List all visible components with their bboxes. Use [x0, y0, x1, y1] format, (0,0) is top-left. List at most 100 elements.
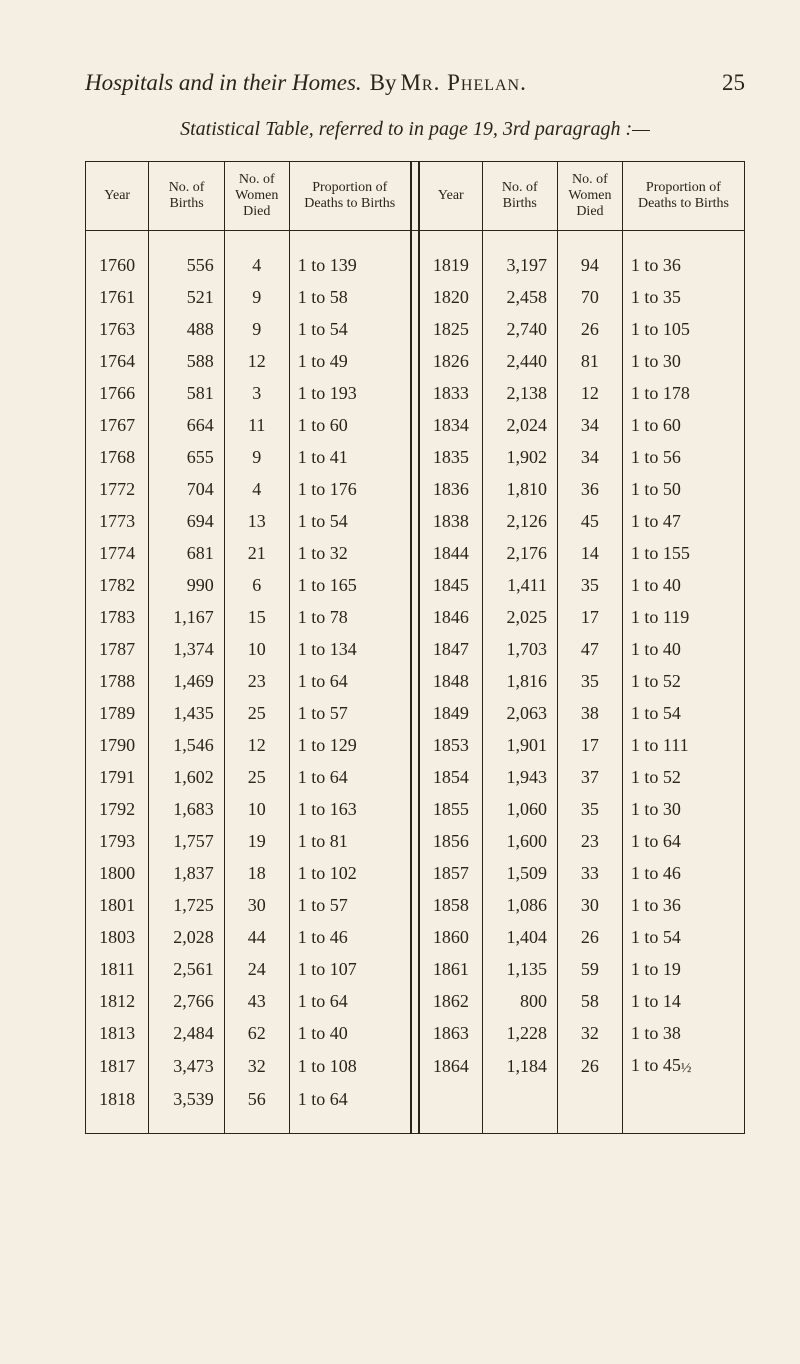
cell-year: 1812 — [86, 985, 149, 1017]
cell-year: 1818 — [86, 1083, 149, 1115]
cell-prop: 1 to 35 — [622, 281, 744, 313]
cell-births: 1,135 — [482, 953, 557, 985]
cell-died: 43 — [224, 985, 289, 1017]
cell-year: 1760 — [86, 249, 149, 281]
cell-prop: 1 to 54 — [289, 313, 411, 345]
table-row: 18132,484621 to 4018631,228321 to 38 — [86, 1017, 744, 1049]
cell-died: 12 — [557, 377, 622, 409]
cell-year: 1783 — [86, 601, 149, 633]
cell-year: 1863 — [419, 1017, 482, 1049]
cell-prop: 1 to 111 — [622, 729, 744, 761]
cell-died: 25 — [224, 697, 289, 729]
cell-separator — [411, 537, 419, 569]
table-row: 17891,435251 to 5718492,063381 to 54 — [86, 697, 744, 729]
cell-died: 33 — [557, 857, 622, 889]
cell-died: 15 — [224, 601, 289, 633]
cell-births: 1,374 — [149, 633, 224, 665]
cell-separator — [411, 281, 419, 313]
header-by: By — [370, 70, 397, 96]
cell-births: 2,766 — [149, 985, 224, 1017]
cell-year: 1768 — [86, 441, 149, 473]
cell-died: 25 — [224, 761, 289, 793]
table-row: 177270441 to 17618361,810361 to 50 — [86, 473, 744, 505]
cell-year: 1844 — [419, 537, 482, 569]
cell-separator — [411, 729, 419, 761]
col-year: Year — [86, 162, 149, 231]
cell-separator — [411, 249, 419, 281]
col-died: No. ofWomenDied — [224, 162, 289, 231]
cell-prop: 1 to 64 — [289, 761, 411, 793]
header-author: Mr. Phelan. — [400, 70, 526, 96]
cell-died: 26 — [557, 313, 622, 345]
cell-births: 1,683 — [149, 793, 224, 825]
cell-births: 2,126 — [482, 505, 557, 537]
cell-prop: 1 to 38 — [622, 1017, 744, 1049]
cell-prop: 1 to 81 — [289, 825, 411, 857]
cell-separator — [411, 377, 419, 409]
cell-births: 2,138 — [482, 377, 557, 409]
cell-year — [419, 1083, 482, 1115]
cell-died: 23 — [557, 825, 622, 857]
table-row: 1764588121 to 4918262,440811 to 30 — [86, 345, 744, 377]
cell-separator — [411, 409, 419, 441]
cell-prop: 1 to 64 — [289, 1083, 411, 1115]
cell-prop: 1 to 108 — [289, 1049, 411, 1083]
cell-prop: 1 to 40 — [622, 569, 744, 601]
cell-year: 1782 — [86, 569, 149, 601]
cell-died: 56 — [224, 1083, 289, 1115]
cell-separator — [411, 921, 419, 953]
col-died: No. ofWomenDied — [557, 162, 622, 231]
col-births: No. ofBirths — [149, 162, 224, 231]
cell-births: 1,902 — [482, 441, 557, 473]
cell-died: 62 — [224, 1017, 289, 1049]
cell-died: 94 — [557, 249, 622, 281]
table-row: 1774681211 to 3218442,176141 to 155 — [86, 537, 744, 569]
cell-year: 1774 — [86, 537, 149, 569]
cell-year: 1845 — [419, 569, 482, 601]
cell-died — [557, 1083, 622, 1115]
cell-births: 2,458 — [482, 281, 557, 313]
cell-prop: 1 to 41 — [289, 441, 411, 473]
cell-died: 12 — [224, 729, 289, 761]
running-header: Hospitals and in their Homes. By Mr. Phe… — [85, 70, 745, 96]
cell-births: 1,435 — [149, 697, 224, 729]
cell-prop: 1 to 139 — [289, 249, 411, 281]
cell-separator — [411, 793, 419, 825]
cell-births: 1,600 — [482, 825, 557, 857]
cell-died: 32 — [557, 1017, 622, 1049]
cell-births: 3,197 — [482, 249, 557, 281]
cell-births: 2,028 — [149, 921, 224, 953]
cell-year: 1800 — [86, 857, 149, 889]
cell-births — [482, 1083, 557, 1115]
cell-prop: 1 to 56 — [622, 441, 744, 473]
cell-separator — [411, 345, 419, 377]
cell-prop: 1 to 36 — [622, 889, 744, 921]
footer-gap — [86, 1115, 744, 1133]
table-row: 17921,683101 to 16318551,060351 to 30 — [86, 793, 744, 825]
cell-died: 11 — [224, 409, 289, 441]
cell-prop: 1 to 64 — [289, 985, 411, 1017]
table-row: 176152191 to 5818202,458701 to 35 — [86, 281, 744, 313]
cell-births: 1,469 — [149, 665, 224, 697]
cell-prop: 1 to 54 — [622, 921, 744, 953]
cell-births: 2,440 — [482, 345, 557, 377]
cell-prop: 1 to 155 — [622, 537, 744, 569]
table-row: 178299061 to 16518451,411351 to 40 — [86, 569, 744, 601]
cell-births: 664 — [149, 409, 224, 441]
cell-births: 1,901 — [482, 729, 557, 761]
cell-prop: 1 to 49 — [289, 345, 411, 377]
cell-year: 1761 — [86, 281, 149, 313]
cell-year: 1860 — [419, 921, 482, 953]
cell-births: 1,943 — [482, 761, 557, 793]
cell-separator — [411, 825, 419, 857]
cell-separator — [411, 601, 419, 633]
cell-year: 1853 — [419, 729, 482, 761]
cell-died: 58 — [557, 985, 622, 1017]
cell-births: 1,167 — [149, 601, 224, 633]
cell-year: 1764 — [86, 345, 149, 377]
cell-year: 1772 — [86, 473, 149, 505]
header-gap — [86, 231, 744, 250]
header-title: Hospitals and in their Homes. — [85, 70, 362, 96]
cell-prop: 1 to 30 — [622, 793, 744, 825]
cell-prop: 1 to 165 — [289, 569, 411, 601]
